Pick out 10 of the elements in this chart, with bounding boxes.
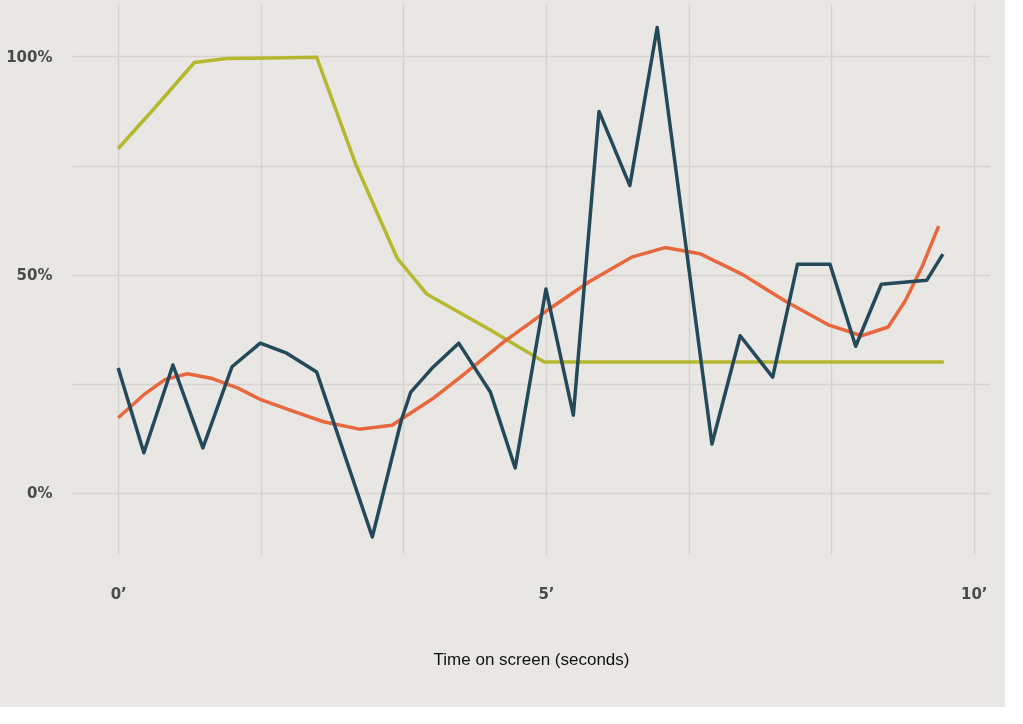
x-tick-label: 0’ bbox=[110, 584, 127, 603]
x-axis-title: Time on screen (seconds) bbox=[433, 649, 630, 669]
x-tick-label: 10’ bbox=[960, 584, 988, 603]
line-series bbox=[116, 224, 941, 431]
y-tick-label: 100% bbox=[6, 47, 53, 66]
y-tick-label: 50% bbox=[16, 266, 53, 285]
y-tick-label: 0% bbox=[27, 484, 53, 503]
line-series bbox=[116, 25, 945, 539]
line-series bbox=[116, 55, 946, 364]
x-tick-label: 5’ bbox=[538, 584, 555, 603]
